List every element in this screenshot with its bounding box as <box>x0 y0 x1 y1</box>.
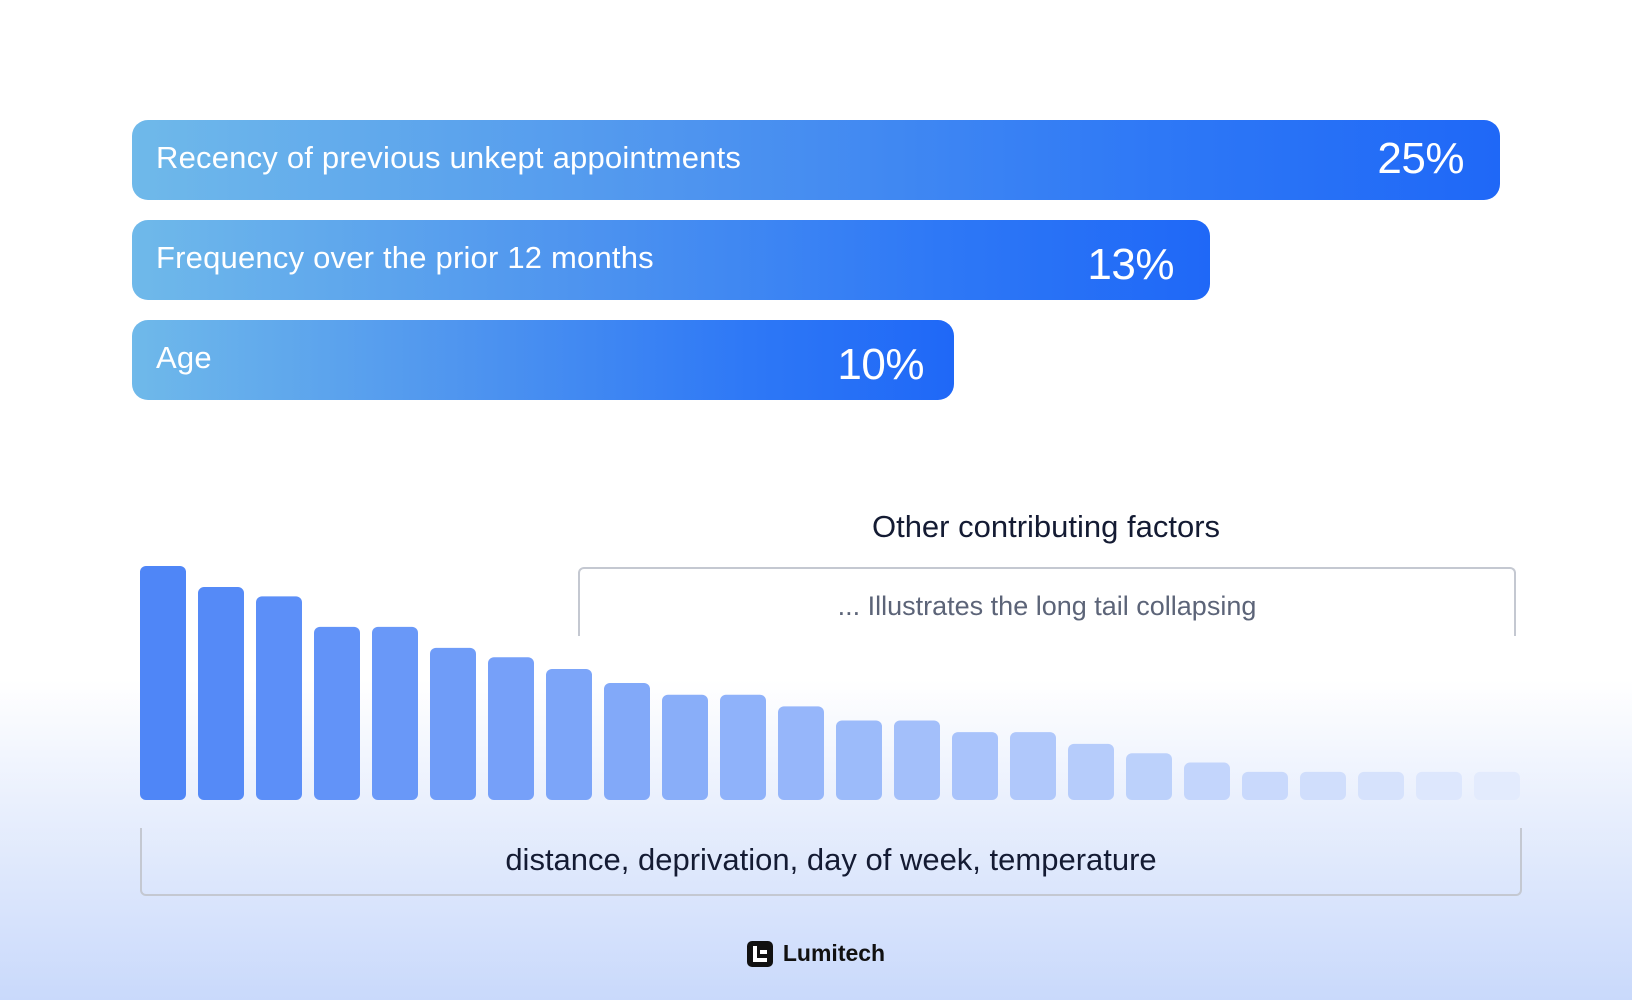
tail-bar <box>1126 753 1172 800</box>
tail-bar <box>720 694 766 800</box>
tail-bar <box>1068 743 1114 800</box>
tail-bar <box>1416 771 1462 800</box>
factor-value-age: 10% <box>837 340 924 389</box>
tail-bar <box>314 626 360 800</box>
factor-label-frequency: Frequency over the prior 12 months <box>156 240 654 275</box>
brand: Lumitech <box>0 940 1632 967</box>
factor-value-recency: 25% <box>1377 134 1464 183</box>
tail-bar <box>778 706 824 800</box>
brand-name: Lumitech <box>782 940 886 966</box>
tail-bar <box>546 668 592 800</box>
tail-bar <box>894 720 940 800</box>
tail-bar <box>198 587 244 800</box>
annotation-text: ... Illustrates the long tail collapsing <box>837 591 1257 621</box>
tail-bar <box>140 566 186 800</box>
tail-bar <box>256 596 302 800</box>
tail-bar <box>604 683 650 800</box>
tail-bar <box>1184 762 1230 800</box>
tail-bar <box>836 720 882 800</box>
factor-bar-recency: Recency of previous unkept appointments … <box>132 120 1500 200</box>
tail-bar <box>1474 771 1520 800</box>
footer-bracket: distance, deprivation, day of week, temp… <box>140 828 1522 896</box>
other-factors-title: Other contributing factors <box>871 509 1221 544</box>
tail-bar <box>488 657 534 800</box>
tail-bar <box>662 694 708 800</box>
factor-bar-age: Age 10% <box>132 320 954 400</box>
tail-bar <box>1358 771 1404 800</box>
footer-factors-text: distance, deprivation, day of week, temp… <box>505 842 1157 877</box>
tail-bar <box>1242 771 1288 800</box>
tail-bar <box>1300 771 1346 800</box>
lumitech-logo-icon <box>746 940 773 967</box>
factor-bar-frequency: Frequency over the prior 12 months 13% <box>132 220 1210 300</box>
factor-label-age: Age <box>156 340 212 375</box>
tail-bar <box>1010 732 1056 800</box>
annotation-bracket: ... Illustrates the long tail collapsing <box>578 567 1516 636</box>
factor-value-frequency: 13% <box>1087 240 1174 289</box>
tail-bar <box>952 732 998 800</box>
tail-bar <box>430 647 476 800</box>
factor-label-recency: Recency of previous unkept appointments <box>156 140 742 175</box>
tail-bar <box>372 626 418 800</box>
